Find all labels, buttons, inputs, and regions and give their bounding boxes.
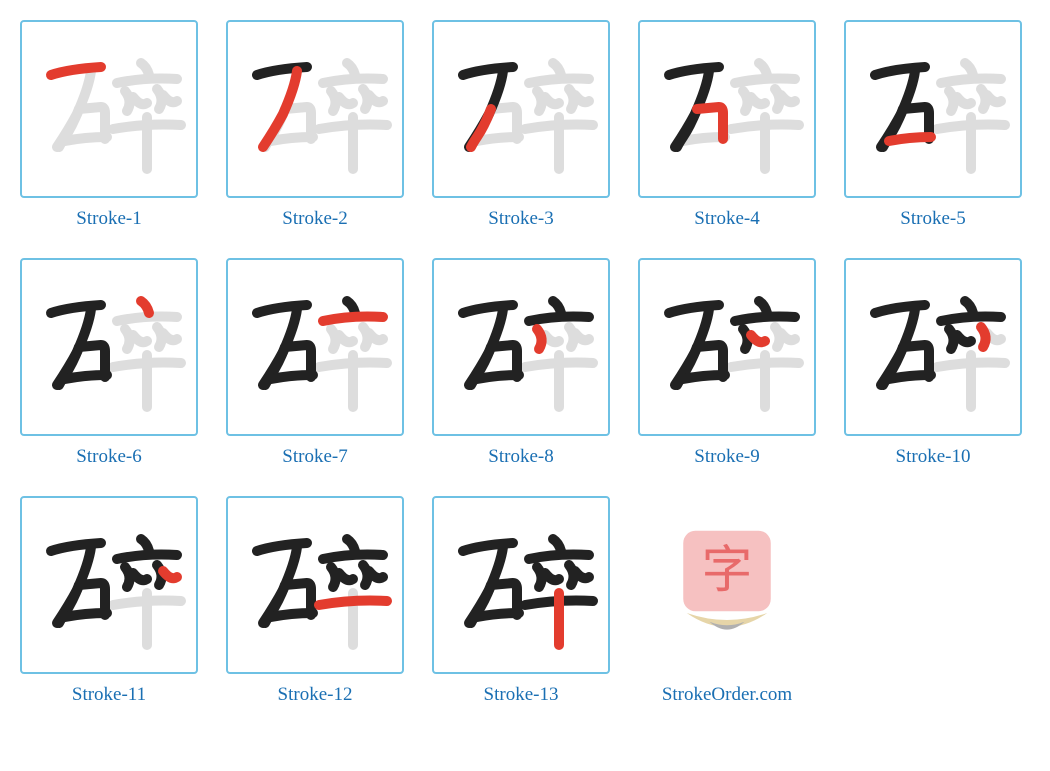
stroke-caption-5: Stroke-5 [900, 208, 965, 230]
stroke-cell-13: Stroke-13 [432, 496, 610, 706]
stroke-caption-7: Stroke-7 [282, 446, 347, 468]
stroke-tile-13 [432, 496, 610, 674]
stroke-caption-10: Stroke-10 [896, 446, 971, 468]
logo-image: 字 [638, 496, 816, 674]
stroke-cell-2: Stroke-2 [226, 20, 404, 230]
stroke-cell-8: Stroke-8 [432, 258, 610, 468]
stroke-cell-11: Stroke-11 [20, 496, 198, 706]
stroke-tile-1 [20, 20, 198, 198]
stroke-tile-11 [20, 496, 198, 674]
stroke-tile-9 [638, 258, 816, 436]
stroke-tile-7 [226, 258, 404, 436]
stroke-caption-2: Stroke-2 [282, 208, 347, 230]
stroke-grid: Stroke-1 Stroke-2 Stroke-3 Stroke-4 Stroke-5… [20, 20, 1030, 706]
stroke-cell-3: Stroke-3 [432, 20, 610, 230]
stroke-tile-3 [432, 20, 610, 198]
stroke-cell-10: Stroke-10 [844, 258, 1022, 468]
stroke-cell-12: Stroke-12 [226, 496, 404, 706]
stroke-cell-6: Stroke-6 [20, 258, 198, 468]
stroke-tile-4 [638, 20, 816, 198]
stroke-caption-11: Stroke-11 [72, 684, 146, 706]
stroke-cell-4: Stroke-4 [638, 20, 816, 230]
stroke-tile-5 [844, 20, 1022, 198]
stroke-caption-9: Stroke-9 [694, 446, 759, 468]
stroke-caption-3: Stroke-3 [488, 208, 553, 230]
stroke-caption-1: Stroke-1 [76, 208, 141, 230]
stroke-tile-12 [226, 496, 404, 674]
stroke-cell-1: Stroke-1 [20, 20, 198, 230]
stroke-caption-12: Stroke-12 [278, 684, 353, 706]
stroke-caption-8: Stroke-8 [488, 446, 553, 468]
stroke-tile-8 [432, 258, 610, 436]
stroke-cell-7: Stroke-7 [226, 258, 404, 468]
stroke-cell-5: Stroke-5 [844, 20, 1022, 230]
stroke-tile-10 [844, 258, 1022, 436]
stroke-cell-9: Stroke-9 [638, 258, 816, 468]
stroke-caption-13: Stroke-13 [484, 684, 559, 706]
stroke-caption-4: Stroke-4 [694, 208, 759, 230]
stroke-caption-6: Stroke-6 [76, 446, 141, 468]
stroke-tile-6 [20, 258, 198, 436]
stroke-tile-2 [226, 20, 404, 198]
attribution-cell: 字 StrokeOrder.com [638, 496, 816, 706]
attribution-label[interactable]: StrokeOrder.com [662, 684, 792, 706]
svg-text:字: 字 [702, 541, 753, 598]
